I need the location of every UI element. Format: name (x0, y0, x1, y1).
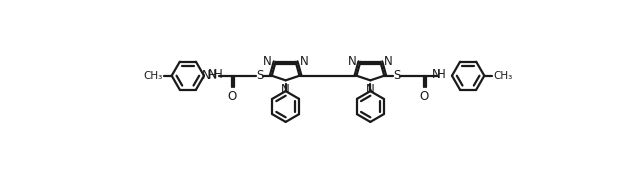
Text: H: H (207, 69, 216, 82)
Text: S: S (256, 69, 263, 82)
Text: O: O (227, 90, 236, 103)
Text: S: S (393, 69, 400, 82)
Text: N: N (202, 69, 211, 82)
Text: N: N (348, 55, 356, 68)
Text: CH₃: CH₃ (493, 71, 513, 81)
Text: H: H (214, 68, 222, 81)
Text: N: N (300, 55, 308, 68)
Text: N: N (208, 68, 217, 81)
Text: H: H (437, 68, 445, 81)
Text: N: N (384, 55, 393, 68)
Text: O: O (420, 90, 429, 103)
Text: N: N (281, 83, 290, 96)
Text: N: N (431, 68, 440, 81)
Text: N: N (366, 83, 375, 96)
Text: CH₃: CH₃ (143, 71, 163, 81)
Text: N: N (263, 55, 272, 68)
